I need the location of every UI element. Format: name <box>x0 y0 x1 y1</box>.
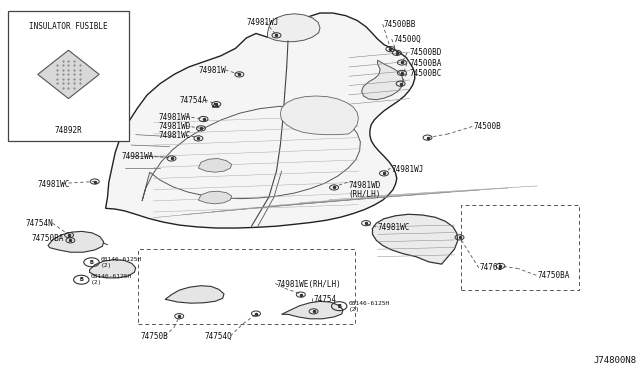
Text: 74754A: 74754A <box>179 96 207 105</box>
Polygon shape <box>198 158 232 172</box>
Polygon shape <box>38 50 99 99</box>
Polygon shape <box>165 286 224 303</box>
Text: 74754Q: 74754Q <box>205 332 232 341</box>
Text: 74754: 74754 <box>314 295 337 304</box>
Polygon shape <box>280 96 358 135</box>
Text: B: B <box>79 277 83 282</box>
Text: 74981WJ: 74981WJ <box>392 165 424 174</box>
Polygon shape <box>372 214 458 264</box>
Text: 74500BD: 74500BD <box>410 48 442 57</box>
Text: 74981W: 74981W <box>198 66 226 75</box>
Text: 74981WD: 74981WD <box>349 182 381 190</box>
Text: 08146-6125H
(2): 08146-6125H (2) <box>101 257 142 268</box>
Text: 74500B: 74500B <box>474 122 501 131</box>
Text: 74981WD: 74981WD <box>159 122 191 131</box>
Text: 74500BC: 74500BC <box>410 69 442 78</box>
Text: J74800N8: J74800N8 <box>594 356 637 365</box>
Text: 74750BA: 74750BA <box>32 234 65 243</box>
Polygon shape <box>282 301 343 319</box>
Text: 74981WJ: 74981WJ <box>246 18 279 27</box>
Polygon shape <box>362 60 403 100</box>
Bar <box>461 205 579 290</box>
Polygon shape <box>106 13 415 228</box>
Text: 74892R: 74892R <box>54 126 83 135</box>
Text: 74754N: 74754N <box>26 219 53 228</box>
Text: B: B <box>90 260 93 265</box>
Text: 74981WE(RH/LH): 74981WE(RH/LH) <box>276 280 341 289</box>
Text: 74750B: 74750B <box>141 332 168 341</box>
Text: INSULATOR FUSIBLE: INSULATOR FUSIBLE <box>29 22 108 31</box>
Text: 74981WC: 74981WC <box>159 131 191 140</box>
Text: B: B <box>337 304 341 309</box>
Text: 74500Q: 74500Q <box>394 35 421 44</box>
Text: 74981WC: 74981WC <box>378 223 410 232</box>
Text: 74761: 74761 <box>480 263 503 272</box>
Text: (RH/LH): (RH/LH) <box>349 190 381 199</box>
Text: 08146-6125H
(2): 08146-6125H (2) <box>349 301 390 312</box>
Text: 74981WA: 74981WA <box>122 152 154 161</box>
Text: 74500BA: 74500BA <box>410 59 442 68</box>
Text: 74981WA: 74981WA <box>159 113 191 122</box>
Polygon shape <box>48 231 104 252</box>
FancyBboxPatch shape <box>8 11 129 141</box>
Bar <box>138 249 355 324</box>
Polygon shape <box>90 260 136 278</box>
Polygon shape <box>198 191 232 204</box>
Text: 08146-6125H
(2): 08146-6125H (2) <box>91 274 132 285</box>
Text: 74750BA: 74750BA <box>538 271 570 280</box>
Text: 74500BB: 74500BB <box>384 20 417 29</box>
Text: 74981WC: 74981WC <box>37 180 70 189</box>
Polygon shape <box>268 14 320 42</box>
